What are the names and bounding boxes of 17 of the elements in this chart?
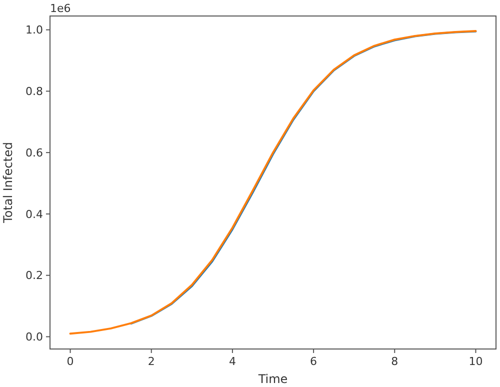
x-tick-label: 2 xyxy=(148,355,155,368)
line-series xyxy=(130,30,477,325)
x-tick-label: 4 xyxy=(228,355,236,368)
y-tick-label: 0.0 xyxy=(26,330,43,344)
x-tick-label: 10 xyxy=(468,355,483,368)
y-tick-label: 0.2 xyxy=(26,269,43,282)
text: 1e6 xyxy=(50,2,71,15)
line-series xyxy=(69,30,477,335)
y-tick-label: 1.0 xyxy=(26,24,43,37)
x-tick-label: 6 xyxy=(310,355,318,368)
y-tick-label: 0.6 xyxy=(26,146,43,160)
y-tick-label: 0.8 xyxy=(26,85,43,98)
y-tick-label: 0.4 xyxy=(26,208,43,221)
x-tick-label: 8 xyxy=(391,355,398,368)
x-tick-label: 0 xyxy=(66,355,74,368)
x-axis-title: Time xyxy=(257,372,288,386)
y-axis-title: Total Infected xyxy=(1,142,15,224)
